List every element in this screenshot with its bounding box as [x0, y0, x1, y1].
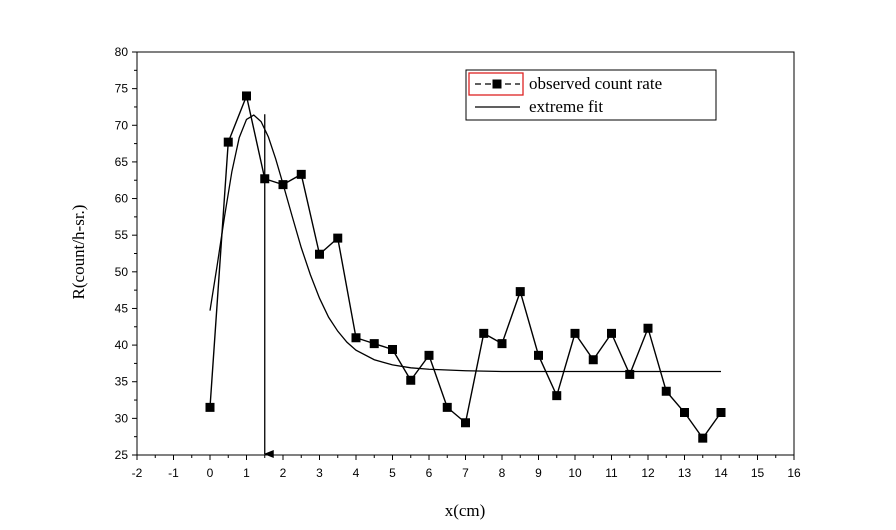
y-tick-label: 55 — [115, 228, 129, 242]
y-tick-label: 70 — [115, 118, 129, 132]
data-point — [570, 328, 580, 338]
data-point — [588, 355, 598, 365]
data-point — [607, 328, 616, 338]
y-tick-label: 60 — [115, 192, 129, 206]
data-point — [698, 433, 708, 443]
x-tick-label: 9 — [535, 466, 542, 480]
data-point — [479, 328, 489, 338]
data-point — [497, 339, 507, 349]
legend-observed-marker — [492, 79, 502, 89]
x-tick-label: 6 — [426, 466, 433, 480]
y-tick-label: 40 — [115, 338, 129, 352]
data-point — [515, 287, 525, 297]
observed-line — [209, 93, 722, 440]
x-tick-label: -1 — [168, 466, 179, 480]
x-tick-label: 1 — [243, 466, 250, 480]
data-point — [369, 339, 379, 349]
data-point — [461, 418, 470, 428]
x-axis-title: x(cm) — [445, 501, 486, 520]
x-tick-label: -2 — [132, 466, 143, 480]
y-tick-label: 65 — [115, 155, 129, 169]
data-point — [333, 233, 343, 243]
data-point — [643, 323, 653, 333]
y-tick-label: 30 — [115, 411, 129, 425]
x-tick-label: 7 — [462, 466, 469, 480]
y-tick-label: 25 — [115, 448, 129, 462]
data-point — [205, 402, 215, 412]
legend-highlight — [468, 72, 524, 96]
data-point — [388, 344, 397, 354]
data-point — [716, 408, 726, 418]
x-tick-label: 14 — [714, 466, 728, 480]
x-tick-label: 8 — [499, 466, 506, 480]
legend-fit-label: extreme fit — [529, 97, 603, 116]
x-tick-label: 11 — [605, 466, 618, 480]
y-tick-label: 75 — [115, 82, 129, 96]
data-point — [534, 350, 543, 360]
legend-observed-label: observed count rate — [529, 74, 662, 93]
data-point — [625, 369, 635, 379]
data-point — [242, 91, 251, 101]
data-point — [661, 386, 671, 396]
legend: observed count rate extreme fit — [465, 69, 717, 121]
y-tick-label: 35 — [115, 375, 129, 389]
x-tick-label: 16 — [787, 466, 801, 480]
data-point — [442, 402, 452, 412]
y-tick-label: 45 — [115, 301, 129, 315]
x-tick-label: 4 — [353, 466, 360, 480]
y-tick-label: 50 — [115, 265, 129, 279]
x-tick-label: 3 — [316, 466, 323, 480]
data-point — [223, 137, 233, 147]
data-point — [406, 375, 416, 385]
x-tick-label: 2 — [280, 466, 287, 480]
x-tick-label: 15 — [751, 466, 765, 480]
x-tick-label: 13 — [678, 466, 692, 480]
y-axis-title: R(count/h-sr.) — [69, 205, 88, 300]
data-point — [552, 391, 562, 401]
x-tick-label: 5 — [389, 466, 396, 480]
y-tick-label: 80 — [115, 45, 129, 59]
data-point — [351, 333, 361, 343]
data-point — [278, 180, 288, 190]
fit-line — [209, 114, 721, 373]
x-tick-label: 0 — [207, 466, 214, 480]
x-tick-label: 10 — [568, 466, 582, 480]
data-point — [315, 249, 324, 259]
data-point — [424, 350, 434, 360]
data-point — [680, 408, 689, 418]
x-tick-label: 12 — [641, 466, 655, 480]
data-point — [296, 169, 306, 179]
